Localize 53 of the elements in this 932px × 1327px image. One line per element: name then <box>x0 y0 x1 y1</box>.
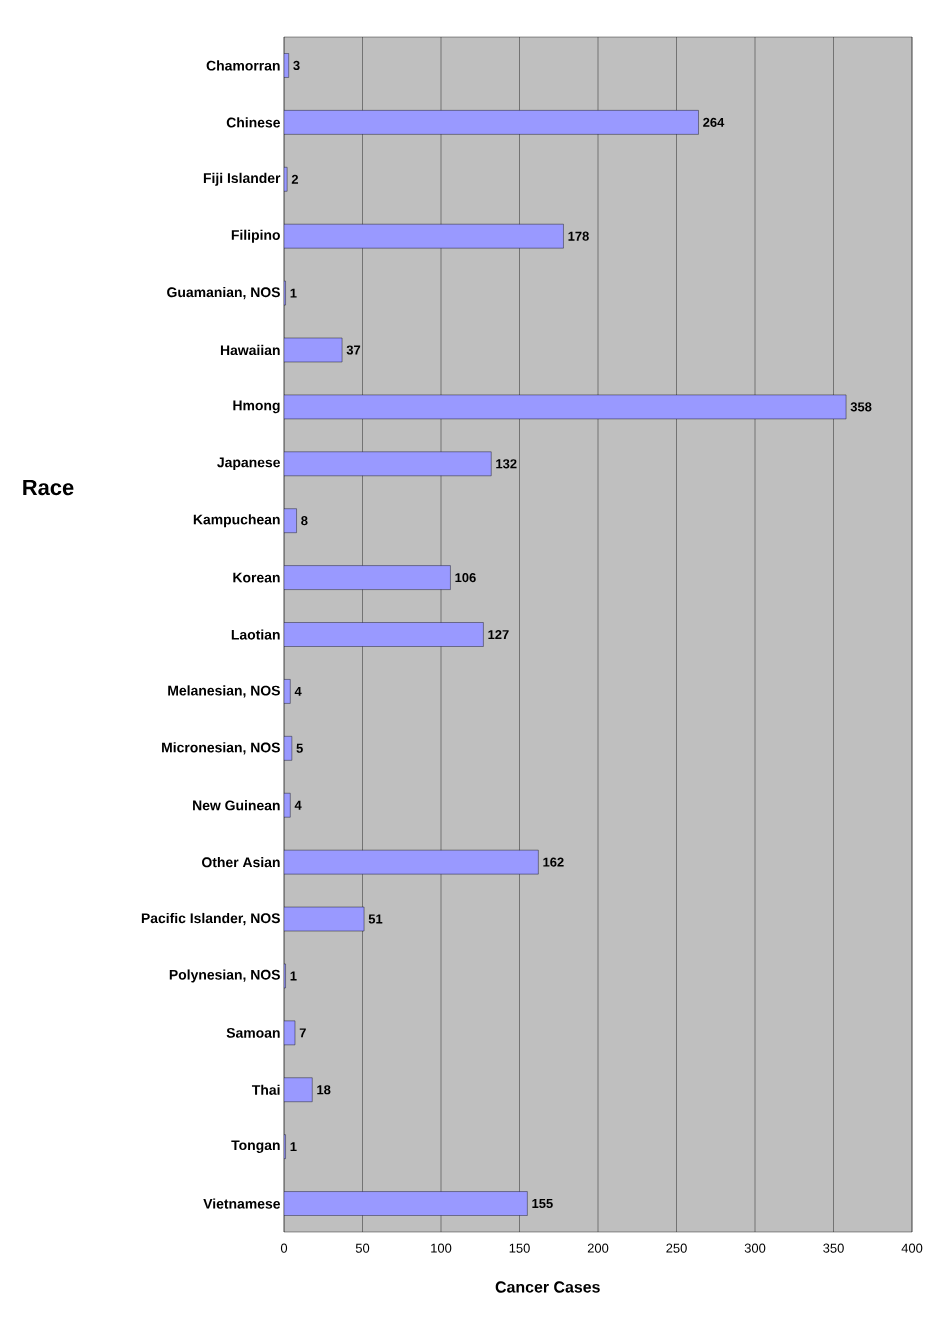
data-label: 132 <box>496 459 517 469</box>
y-tick-label: Thai <box>251 1084 280 1095</box>
data-label: 5 <box>296 743 303 753</box>
data-label: 8 <box>301 516 308 526</box>
y-tick-label: Samoan <box>226 1027 280 1038</box>
x-tick-label: 350 <box>823 1243 844 1253</box>
y-tick-label: Vietnamese <box>203 1198 280 1209</box>
data-label: 37 <box>346 345 361 355</box>
x-tick-label: 300 <box>744 1243 766 1253</box>
x-tick-label: 0 <box>280 1243 288 1253</box>
data-label: 51 <box>368 914 383 924</box>
data-label: 106 <box>455 573 476 583</box>
x-tick-label: 250 <box>666 1243 687 1253</box>
y-tick-label: Kampuchean <box>193 514 280 528</box>
x-tick-label: 150 <box>509 1243 530 1253</box>
y-tick-label: Hawaiian <box>220 344 280 356</box>
data-label: 1 <box>290 288 297 298</box>
data-label: 7 <box>299 1028 306 1038</box>
data-label: 18 <box>317 1085 331 1095</box>
data-label: 4 <box>294 686 302 696</box>
x-axis-title: Cancer Cases <box>495 1281 600 1293</box>
y-tick-label: Filipino <box>231 229 280 243</box>
y-tick-label: Korean <box>233 572 280 583</box>
y-tick-label: Pacific Islander, NOS <box>141 912 280 926</box>
y-tick-label: Chamorran <box>206 60 280 71</box>
data-label: 127 <box>488 629 509 640</box>
y-tick-label: Other Asian <box>202 857 280 868</box>
data-label: 2 <box>291 174 299 184</box>
y-tick-label: Guamanian, NOS <box>167 286 280 300</box>
x-tick-label: 400 <box>901 1243 923 1253</box>
data-label: 3 <box>293 60 300 71</box>
y-tick-label: Micronesian, NOS <box>162 742 280 755</box>
data-label: 1 <box>290 1142 297 1152</box>
y-tick-label: Hmong <box>233 400 280 414</box>
data-label: 162 <box>543 857 564 867</box>
y-tick-label: Tongan <box>231 1140 280 1153</box>
y-tick-label: Chinese <box>226 117 281 128</box>
data-label: 155 <box>532 1199 553 1209</box>
y-tick-label: Melanesian, NOS <box>168 685 280 698</box>
y-tick-label: Fiji Islander <box>203 172 281 186</box>
y-tick-label: Polynesian, NOS <box>169 969 280 983</box>
data-label: 178 <box>568 231 589 241</box>
y-axis-title: Race <box>23 479 74 496</box>
data-label: 264 <box>703 117 725 127</box>
y-tick-label: New Guinean <box>193 800 280 811</box>
data-label: 358 <box>850 402 872 412</box>
x-tick-label: 50 <box>355 1243 370 1253</box>
data-label: 4 <box>294 800 302 810</box>
x-tick-label: 200 <box>587 1243 609 1253</box>
y-tick-label: Japanese <box>217 457 280 471</box>
data-label: 1 <box>290 971 297 981</box>
y-tick-label: Laotian <box>231 629 280 640</box>
x-tick-label: 100 <box>431 1243 452 1253</box>
